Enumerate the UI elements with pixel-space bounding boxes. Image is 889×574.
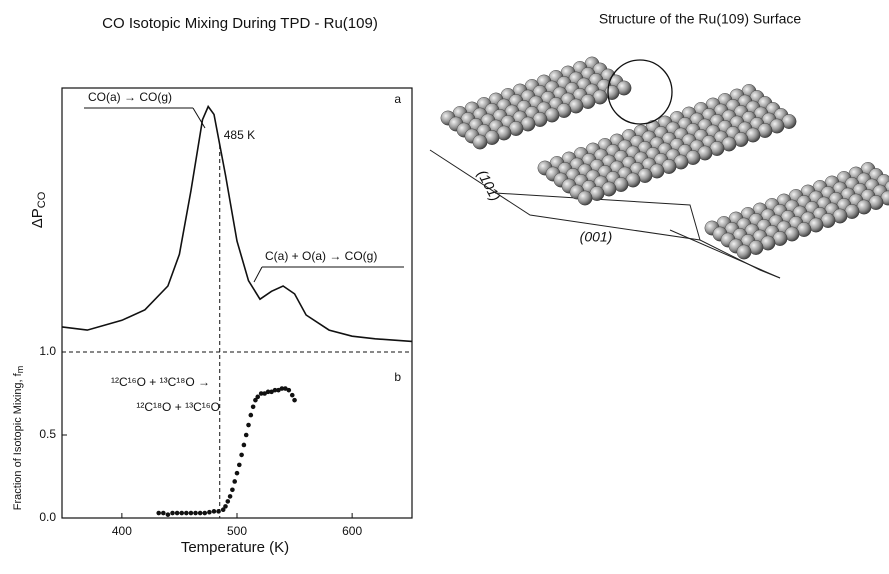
y-axis-label: ΔPCO bbox=[29, 191, 48, 228]
reference-label: 485 K bbox=[224, 128, 255, 142]
x-tick-label: 400 bbox=[112, 524, 132, 538]
data-point bbox=[232, 479, 237, 484]
data-point bbox=[235, 471, 240, 476]
data-point bbox=[161, 511, 166, 516]
annotation: C(a) + O(a) → CO(g) bbox=[265, 249, 377, 263]
y-axis-label: Fraction of Isotopic Mixing, fm bbox=[12, 366, 25, 510]
data-point bbox=[179, 511, 184, 516]
data-point bbox=[246, 423, 251, 428]
data-point bbox=[198, 511, 203, 516]
atom bbox=[473, 135, 487, 149]
data-point bbox=[237, 463, 242, 468]
data-point bbox=[249, 413, 254, 418]
data-point bbox=[287, 388, 292, 393]
y-tick-label: 0.0 bbox=[39, 510, 56, 524]
data-point bbox=[239, 453, 244, 458]
atom bbox=[578, 191, 592, 205]
data-point bbox=[166, 512, 171, 517]
data-point bbox=[216, 509, 221, 514]
annotation: ¹²C¹⁶O + ¹³C¹⁸O → bbox=[111, 375, 210, 389]
facet-label: (101) bbox=[474, 167, 503, 203]
facet-label: (001) bbox=[580, 229, 613, 245]
data-point bbox=[244, 433, 249, 438]
data-point bbox=[225, 499, 230, 504]
figure: CO Isotopic Mixing During TPD - Ru(109) … bbox=[0, 0, 889, 569]
data-point bbox=[189, 511, 194, 516]
data-point bbox=[223, 504, 228, 509]
illustration-title: Structure of the Ru(109) Surface bbox=[599, 11, 802, 27]
chart-title: CO Isotopic Mixing During TPD - Ru(109) bbox=[102, 15, 378, 32]
data-point bbox=[202, 511, 207, 516]
data-point bbox=[207, 510, 212, 515]
data-point bbox=[242, 443, 247, 448]
data-point bbox=[170, 511, 175, 516]
panel-label: b bbox=[394, 370, 401, 384]
atom bbox=[737, 245, 751, 259]
leader bbox=[254, 267, 262, 282]
data-point bbox=[212, 509, 217, 514]
x-axis-label: Temperature (K) bbox=[181, 539, 289, 556]
data-point bbox=[184, 511, 189, 516]
annotation: CO(a) → CO(g) bbox=[88, 90, 172, 104]
x-tick-label: 500 bbox=[227, 524, 247, 538]
data-point bbox=[230, 487, 235, 492]
y-tick-label: 0.5 bbox=[39, 427, 56, 441]
annotation: ¹²C¹⁸O + ¹³C¹⁶O bbox=[136, 400, 220, 414]
data-point bbox=[156, 511, 161, 516]
y-tick-label: 1.0 bbox=[39, 344, 56, 358]
plot-frame bbox=[62, 88, 412, 518]
x-tick-label: 600 bbox=[342, 524, 362, 538]
data-point bbox=[228, 494, 233, 499]
panel-label: a bbox=[394, 92, 401, 106]
data-point bbox=[175, 511, 180, 516]
data-point bbox=[193, 511, 198, 516]
data-point bbox=[290, 393, 295, 398]
data-point bbox=[292, 398, 297, 403]
data-point bbox=[255, 395, 260, 400]
surface-illustration bbox=[430, 57, 889, 278]
data-point bbox=[251, 404, 256, 409]
